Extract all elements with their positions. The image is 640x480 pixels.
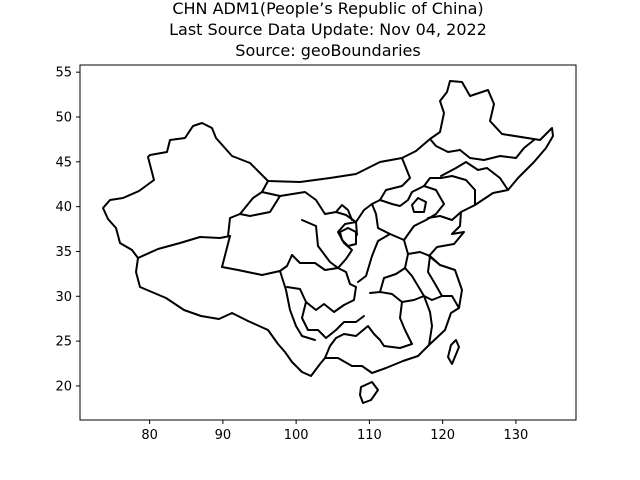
plot-area: 80 90 100 110 120 130 20 25 30 35 40 45 50 55 [55, 64, 577, 443]
province-boundaries [102, 80, 554, 404]
y-tick-label: 45 [55, 155, 72, 170]
y-tick-label: 30 [55, 290, 72, 305]
y-tick-label: 25 [55, 335, 72, 350]
y-tick-label: 20 [55, 379, 72, 394]
y-tick-label: 55 [55, 66, 72, 81]
x-tick-label: 80 [141, 428, 158, 443]
x-tick-label: 110 [357, 428, 382, 443]
national-outline [102, 80, 554, 377]
y-tick-label: 40 [55, 200, 72, 215]
y-axis-ticks: 20 25 30 35 40 45 50 55 [55, 66, 80, 394]
x-tick-label: 100 [284, 428, 309, 443]
x-tick-label: 130 [504, 428, 529, 443]
internal-boundaries [137, 138, 535, 359]
hainan-island [359, 381, 379, 404]
x-tick-label: 120 [430, 428, 455, 443]
x-tick-label: 90 [215, 428, 232, 443]
y-tick-label: 35 [55, 245, 72, 260]
axes-frame [79, 64, 577, 421]
chart-title-line-1: CHN ADM1(People’s Republic of China) [172, 0, 483, 18]
chart-title-line-3: Source: geoBoundaries [235, 41, 420, 60]
x-axis-ticks: 80 90 100 110 120 130 [141, 420, 528, 443]
chart-title-line-2: Last Source Data Update: Nov 04, 2022 [169, 20, 487, 39]
taiwan-island [447, 339, 460, 365]
y-tick-label: 50 [55, 110, 72, 125]
